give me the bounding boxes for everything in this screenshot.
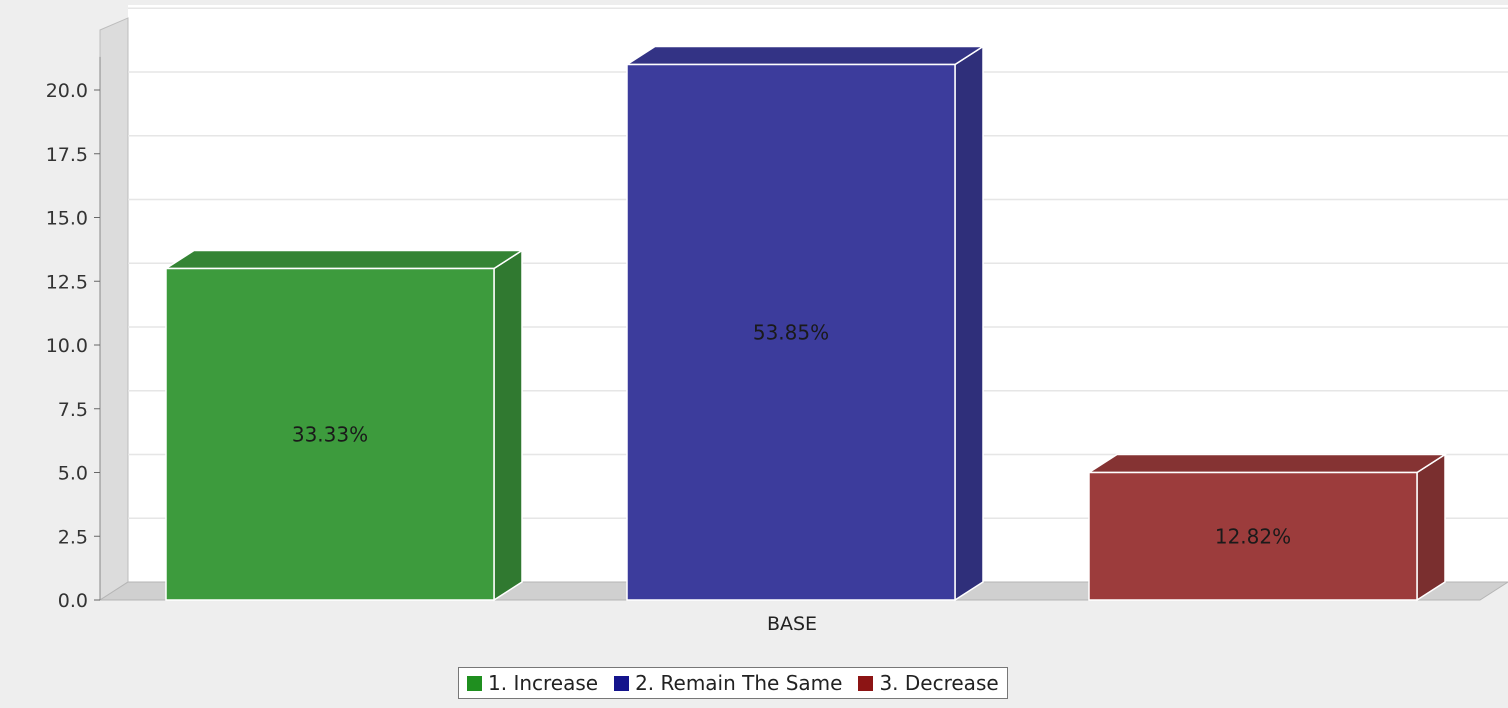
- legend-item-remain-the-same: 2. Remain The Same: [614, 671, 842, 695]
- legend-swatch-decrease: [858, 675, 874, 691]
- y-tick-label: 20.0: [46, 80, 88, 102]
- plot-left-wall: [99, 17, 129, 601]
- y-tick-label: 0.0: [58, 590, 88, 612]
- bar-value-label: 12.82%: [1215, 524, 1291, 548]
- legend-label-increase: 1. Increase: [488, 671, 599, 695]
- legend-label-decrease: 3. Decrease: [879, 671, 999, 695]
- y-tick-label: 12.5: [46, 271, 88, 293]
- y-tick-label: 17.5: [46, 144, 88, 166]
- bar-value-label: 53.85%: [753, 320, 829, 344]
- y-tick-label: 15.0: [46, 208, 88, 230]
- bar-top: [624, 45, 986, 66]
- legend-item-increase: 1. Increase: [467, 671, 598, 695]
- y-tick-label: 10.0: [46, 335, 88, 357]
- y-tick-label: 2.5: [58, 526, 88, 548]
- y-tick-label: 7.5: [58, 399, 88, 421]
- bar-top: [163, 249, 525, 270]
- bar: [165, 267, 495, 601]
- legend-label-remain-the-same: 2. Remain The Same: [635, 671, 843, 695]
- bar-side: [493, 249, 523, 602]
- bar-value-label: 33.33%: [292, 422, 368, 446]
- bar-side: [1416, 453, 1446, 602]
- bar-top: [1086, 453, 1448, 474]
- legend-swatch-increase: [467, 675, 482, 691]
- bar: [1088, 471, 1418, 601]
- bar-side: [954, 45, 984, 602]
- y-tick-label: 5.0: [58, 463, 88, 485]
- legend-item-decrease: 3. Decrease: [858, 671, 999, 695]
- x-category-label: BASE: [767, 613, 817, 635]
- legend: 1. Increase 2. Remain The Same 3. Decrea…: [458, 667, 1008, 699]
- legend-swatch-remain-the-same: [614, 675, 630, 691]
- bar: [626, 63, 956, 601]
